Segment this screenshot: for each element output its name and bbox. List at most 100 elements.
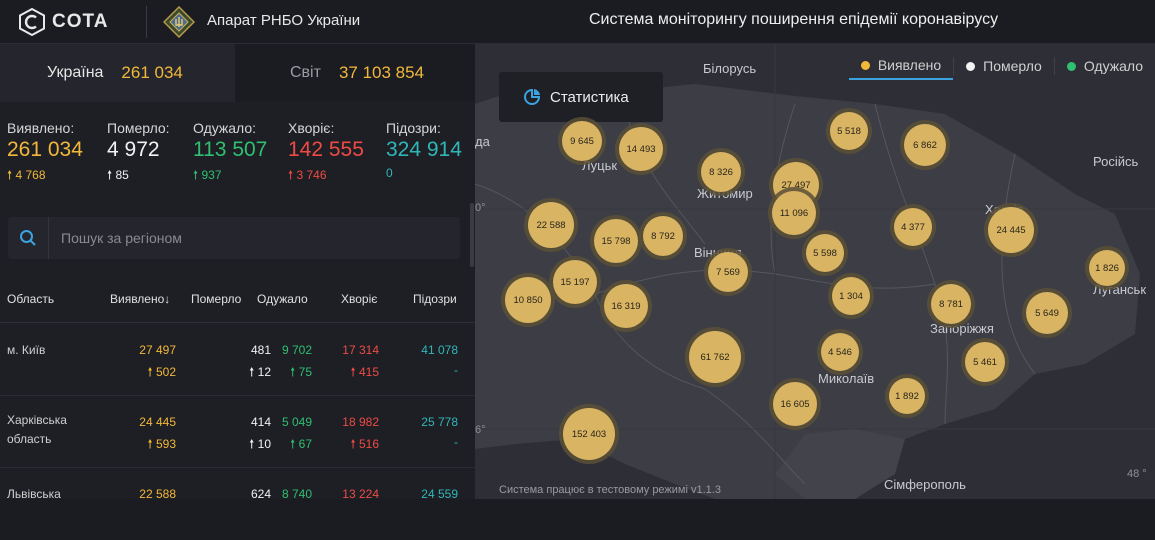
row-sick: 18 982 🠕 516 [342,415,379,456]
region-bubble[interactable]: 7 569 [708,252,748,292]
legend-died[interactable]: Померло [954,52,1054,80]
stat-died-delta: 🠕 85 [107,166,170,187]
stat-detected-value: 261 034 [7,138,83,161]
region-bubble[interactable]: 15 197 [553,260,597,304]
row-died: 414 🠕 10 [249,415,271,456]
row-region: м. Київ [7,343,46,357]
region-bubble[interactable]: 24 445 [988,207,1034,253]
arrow-up-icon: 🠕 [288,168,294,182]
row-detected: 24 445 🠕 593 [139,415,176,456]
row-sick-delta: 🠕 415 [350,365,379,379]
region-bubble[interactable]: 4 546 [821,333,859,371]
th-region[interactable]: Область [7,292,55,306]
table-row[interactable]: м. Київ 27 497 🠕 502 481 🠕 12 9 702 🠕 75 17… [0,324,475,396]
tab-ukraine[interactable]: Україна 261 034 [0,44,235,102]
stat-detected: Виявлено: 261 034 🠕 4 768 [7,120,83,187]
legend-recovered-dot [1066,61,1076,71]
region-bubble[interactable]: 8 326 [701,152,741,192]
row-suspected: 41 078 - [421,343,458,377]
map-label-mykolaiv: Миколаїв [818,371,875,386]
region-bubble[interactable]: 1 826 [1089,250,1125,286]
org-name: Апарат РНБО України [207,12,361,29]
row-recovered-delta: 🠕 67 [290,437,312,451]
map-view[interactable]: Виявлено Померло Одужало Статистика Біло… [475,44,1155,499]
tab-world[interactable]: Світ 37 103 854 [235,44,475,102]
region-bubble[interactable]: 61 762 [689,331,741,383]
row-detected-delta-value: 502 [155,365,176,379]
region-bubble[interactable]: 5 598 [806,234,844,272]
row-suspected-delta: - [454,363,458,377]
panel-scrollbar[interactable] [470,203,474,267]
region-bubble[interactable]: 1 892 [889,378,925,414]
table-row[interactable]: Львівська 22 588 624 8 740 13 224 24 559 [0,468,475,540]
logo-text: COTA [52,11,109,32]
legend-detected-dot [860,60,870,70]
header-divider [146,6,147,38]
region-bubble[interactable]: 16 319 [604,284,648,328]
region-bubble[interactable]: 15 798 [594,219,638,263]
search-icon[interactable] [8,217,48,259]
row-died-delta: 🠕 10 [249,437,271,451]
stat-recovered-delta: 🠕 937 [193,166,267,187]
th-detected[interactable]: Виявлено↓ [110,292,170,306]
th-suspected[interactable]: Підозри [413,292,457,306]
region-bubble[interactable]: 8 781 [931,284,971,324]
arrow-up-icon: 🠕 [7,168,13,182]
coord-label: 48 ° [1127,468,1147,480]
region-bubble[interactable]: 5 649 [1026,292,1068,334]
legend-recovered[interactable]: Одужало [1055,52,1155,80]
th-died[interactable]: Померло [191,292,242,306]
row-sick: 13 224 [342,487,379,501]
region-bubble[interactable]: 11 096 [772,191,816,235]
row-died-delta: 🠕 12 [249,365,271,379]
arrow-up-icon: 🠕 [193,168,199,182]
map-label-lutsk: Луцьк [582,158,618,173]
region-bubble[interactable]: 8 792 [643,216,683,256]
stat-detected-delta-value: 4 768 [15,168,46,182]
stat-sick-value: 142 555 [288,138,364,161]
legend-detected[interactable]: Виявлено [848,52,954,80]
stat-suspected: Підозри: 324 914 0 [386,120,462,180]
legend-separator [953,57,955,75]
row-suspected-value: 41 078 [421,343,458,357]
region-bubble[interactable]: 9 645 [562,121,602,161]
search-input[interactable] [48,217,460,259]
statistics-button-label: Статистика [550,88,629,106]
tab-world-label: Світ [290,64,321,81]
cota-logo[interactable]: COTA [18,8,108,36]
row-recovered-delta-value: 75 [298,365,312,379]
tab-world-value: 37 103 854 [338,63,425,82]
stat-recovered-value: 113 507 [193,138,268,161]
region-bubble[interactable]: 5 461 [965,342,1005,382]
row-recovered-delta-value: 67 [298,437,312,451]
coord-label: 0° [475,202,486,214]
summary-stats: Виявлено: 261 034 🠕 4 768 Померло: 4 972… [0,120,475,190]
region-bubble[interactable]: 16 605 [773,382,817,426]
region-bubble[interactable]: 1 304 [832,277,870,315]
row-died-delta-value: 10 [257,437,271,451]
row-detected-delta: 🠕 593 [147,437,176,451]
region-bubble[interactable]: 14 493 [619,127,663,171]
th-sick[interactable]: Хворіє [341,292,378,306]
row-died-delta-value: 12 [257,365,271,379]
stat-died-value: 4 972 [107,138,160,161]
stat-sick-delta: 🠕 3 746 [288,166,364,187]
statistics-button[interactable]: Статистика [499,72,663,122]
stat-sick-label: Хворіє: [288,120,335,136]
stat-detected-delta: 🠕 4 768 [7,166,83,187]
region-bubble[interactable]: 10 850 [505,277,551,323]
th-detected-label: Виявлено [110,292,165,306]
region-bubble[interactable]: 4 377 [894,208,932,246]
row-suspected-delta: - [454,435,458,449]
tab-ukraine-label: Україна [47,64,104,81]
th-recovered[interactable]: Одужало [257,292,308,306]
table-header: Область Виявлено↓ Померло Одужало Хворіє… [0,279,475,323]
row-suspected: 24 559 [421,487,458,501]
region-bubble[interactable]: 6 862 [904,124,946,166]
region-bubble[interactable]: 5 518 [830,112,868,150]
region-bubble[interactable]: 22 588 [528,202,574,248]
region-bubble[interactable]: 152 403 [563,408,615,460]
stat-died: Померло: 4 972 🠕 85 [107,120,170,187]
map-label-russia: Російсь [1093,154,1139,169]
table-row[interactable]: Харківська область 24 445 🠕 593 414 🠕 10 5… [0,396,475,468]
